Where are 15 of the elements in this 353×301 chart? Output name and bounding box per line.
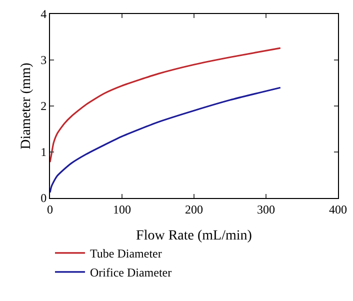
y-tick-label: 1 (40, 145, 47, 160)
line-series (50, 47, 282, 163)
y-tick-label: 2 (40, 99, 47, 114)
x-axis-title: Flow Rate (mL/min) (136, 228, 252, 244)
legend-label: Tube Diameter (90, 246, 162, 261)
line-series (50, 86, 282, 194)
y-tick-label: 4 (40, 7, 47, 22)
x-tick-label: 400 (329, 202, 347, 216)
y-axis-title: Diameter (mm) (19, 62, 34, 150)
legend-label: Orifice Diameter (90, 266, 172, 280)
y-tick-label: 0 (40, 191, 47, 206)
x-tick-label: 200 (185, 202, 203, 216)
y-tick-label: 3 (40, 53, 47, 68)
x-tick-label: 100 (113, 202, 131, 216)
x-tick-label: 300 (257, 202, 275, 216)
